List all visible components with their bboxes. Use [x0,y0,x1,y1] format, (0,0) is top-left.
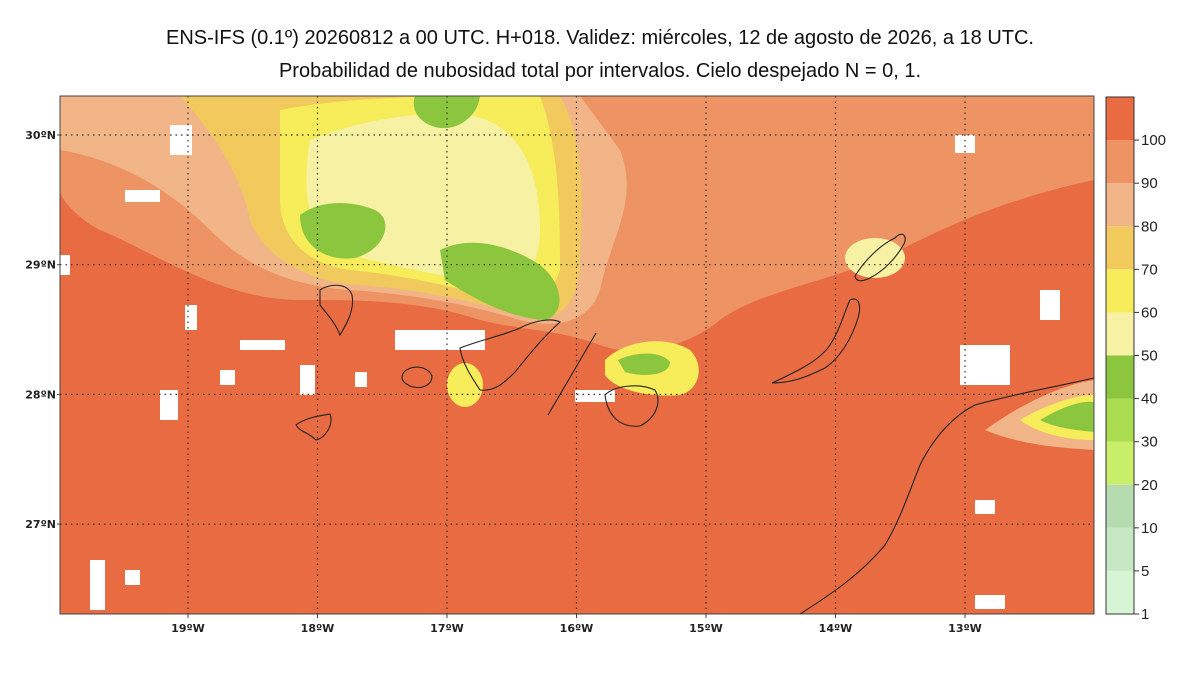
island-el-hierro [295,413,332,441]
colorbar-segment [1106,441,1134,485]
coastlines [295,233,1095,615]
colorbar-label: 50 [1141,348,1158,365]
colorbar-label: 70 [1141,261,1158,278]
african-coast [799,377,1095,615]
colorbar-segment [1106,312,1134,356]
field-lanzarote-40-50 [845,238,905,278]
colorbar-label: 20 [1141,477,1158,494]
island-fuerteventura [771,298,861,384]
lat-label: 27ºN [25,518,56,531]
lat-label: 29ºN [25,259,56,272]
map-title-line1: ENS-IFS (0.1º) 20260812 a 00 UTC. H+018.… [166,27,1034,49]
colorbar-label: 100 [1141,132,1166,149]
colorbar-label: 40 [1141,391,1158,408]
forecast-boundary-line [547,332,597,416]
island-la-palma [319,284,354,337]
colorbar-segment [1106,484,1134,528]
colorbar-label: 5 [1141,563,1149,580]
colorbar-label: 60 [1141,304,1158,321]
island-la-gomera [401,366,433,389]
probability-field [60,96,1094,614]
colorbar-segment [1106,226,1134,270]
colorbar-label: 90 [1141,175,1158,192]
colorbar-segment [1106,355,1134,399]
lon-label: 17ºW [430,622,464,635]
lon-label: 19ºW [171,622,205,635]
field-gomera-50-60 [447,363,483,407]
grid-lines [60,96,1094,614]
lon-label: 13ºW [948,622,982,635]
lat-label: 30ºN [25,129,56,142]
colorbar-segment [1106,398,1134,442]
field-below-threshold [60,125,1060,610]
colorbar-segment [1106,527,1134,571]
island-lanzarote [854,233,906,282]
colorbar-segment [1106,97,1134,141]
colorbar-label: 30 [1141,434,1158,451]
map-title-line2: Probabilidad de nubosidad total por inte… [278,60,922,82]
lon-label: 14ºW [819,622,853,635]
colorbar-segment [1106,183,1134,227]
colorbar-label: 1 [1141,606,1149,623]
colorbar-segment [1106,269,1134,313]
field-30-40-b [440,242,560,320]
latitude-labels: 30ºN 29ºN 28ºN 27ºN [25,129,60,531]
island-gran-canaria [604,385,659,427]
colorbar-label: 10 [1141,520,1158,537]
colorbar: 1 5 10 20 30 40 50 60 70 80 90 100 [1105,96,1166,623]
colorbar-label: 80 [1141,218,1158,235]
field-30-40-a [300,203,386,259]
field-gc-30-40 [618,353,670,375]
longitude-labels: 19ºW 18ºW 17ºW 16ºW 15ºW 14ºW 13ºW [171,614,982,635]
island-tenerife [459,319,561,391]
lon-label: 18ºW [301,622,335,635]
lat-label: 28ºN [25,388,56,401]
lon-label: 16ºW [560,622,594,635]
colorbar-segment [1106,140,1134,184]
field-30-40-c [413,96,480,129]
lon-label: 15ºW [689,622,723,635]
colorbar-segment [1106,570,1134,614]
field-coast-30-40 [1040,401,1094,432]
